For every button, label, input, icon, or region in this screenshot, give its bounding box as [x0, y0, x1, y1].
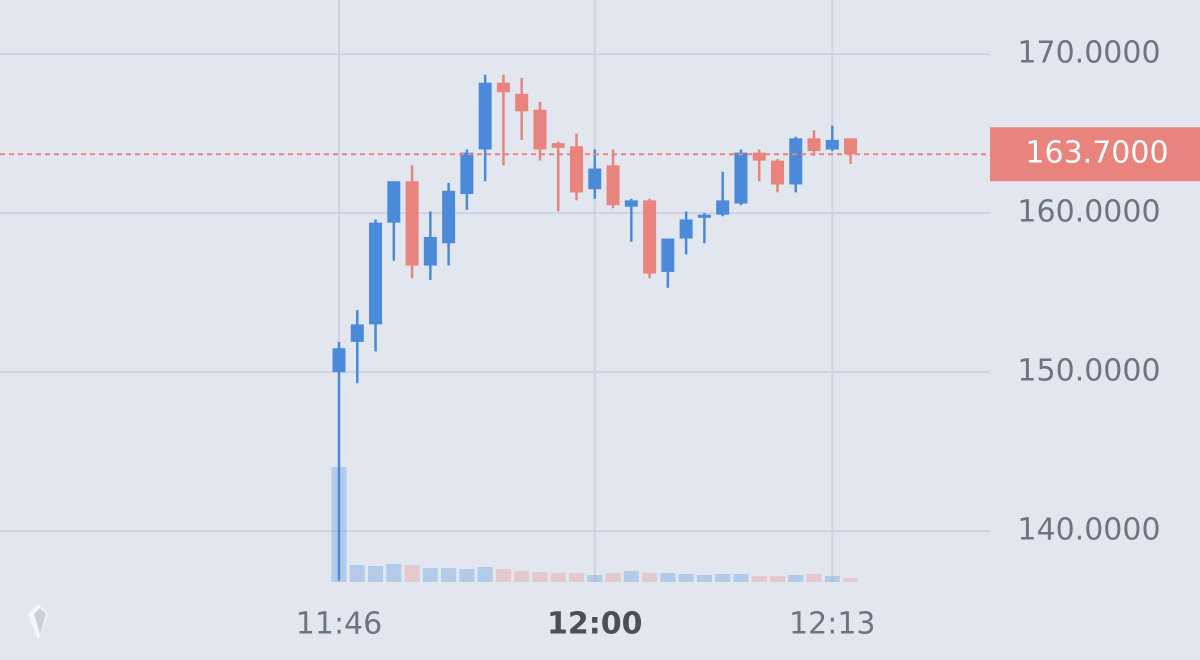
volume-bar — [477, 567, 493, 582]
candle-body — [442, 190, 456, 244]
last-price-label: 163.7000 — [1025, 136, 1168, 171]
candle-body — [369, 222, 383, 325]
candle-body — [387, 181, 401, 223]
candle-body — [752, 152, 766, 161]
candle-body — [332, 348, 346, 373]
volume-bar — [404, 565, 420, 582]
volume-bar — [349, 565, 365, 582]
volume-bar — [788, 575, 804, 582]
volume-bar — [696, 575, 712, 582]
candle-body — [423, 236, 437, 266]
candle-body — [515, 93, 529, 112]
volume-bar — [441, 568, 457, 582]
candle-body — [844, 138, 858, 155]
candle-body — [588, 168, 602, 190]
y-tick-label: 140.0000 — [1017, 513, 1160, 548]
candle-body — [716, 200, 730, 215]
candle-body — [350, 324, 364, 342]
candle-body — [807, 138, 821, 152]
candle-body — [734, 152, 748, 204]
candle-body — [789, 138, 803, 185]
candle-body — [460, 152, 474, 194]
volume-bar — [806, 574, 822, 582]
y-tick-label: 150.0000 — [1017, 354, 1160, 389]
candle-body — [478, 82, 492, 150]
candle-body — [533, 109, 547, 150]
volume-bar — [587, 575, 603, 582]
volume-bar — [569, 573, 585, 582]
y-tick-label: 170.0000 — [1017, 36, 1160, 71]
candle-body — [570, 146, 584, 193]
volume-bar — [623, 571, 639, 582]
x-tick-label: 12:13 — [789, 607, 875, 642]
volume-bar — [550, 573, 566, 582]
volume-bar — [532, 572, 548, 582]
candle-body — [496, 82, 510, 93]
volume-bar — [495, 569, 511, 582]
volume-bar — [678, 574, 694, 582]
y-tick-label: 160.0000 — [1017, 195, 1160, 230]
volume-bar — [843, 578, 859, 582]
candle-body — [606, 165, 620, 206]
logo-mark — [34, 608, 46, 634]
volume-bar — [422, 568, 438, 582]
volume-bar — [386, 564, 402, 582]
last-price-box — [990, 127, 1200, 182]
x-tick-label: 12:00 — [547, 607, 643, 642]
volume-bar — [824, 576, 840, 582]
volume-bar — [660, 573, 676, 582]
candle-body — [643, 200, 657, 274]
candle-body — [405, 181, 419, 266]
volume-bar — [769, 576, 785, 582]
candle-body — [697, 214, 711, 218]
volume-bar — [514, 571, 530, 582]
volume-bar — [368, 566, 384, 582]
candle-body — [551, 143, 565, 148]
volume-bar — [715, 574, 731, 582]
candle-body — [770, 160, 784, 185]
candle-body — [624, 200, 638, 207]
candle-body — [661, 238, 675, 272]
volume-bar — [733, 574, 749, 582]
volume-bar — [459, 569, 475, 582]
volume-bar — [642, 573, 658, 582]
candle-body — [679, 219, 693, 239]
candle-body — [825, 139, 839, 150]
logo — [28, 604, 48, 640]
volume-bar — [605, 573, 621, 582]
x-tick-label: 11:46 — [296, 607, 382, 642]
volume-bar — [751, 576, 767, 582]
